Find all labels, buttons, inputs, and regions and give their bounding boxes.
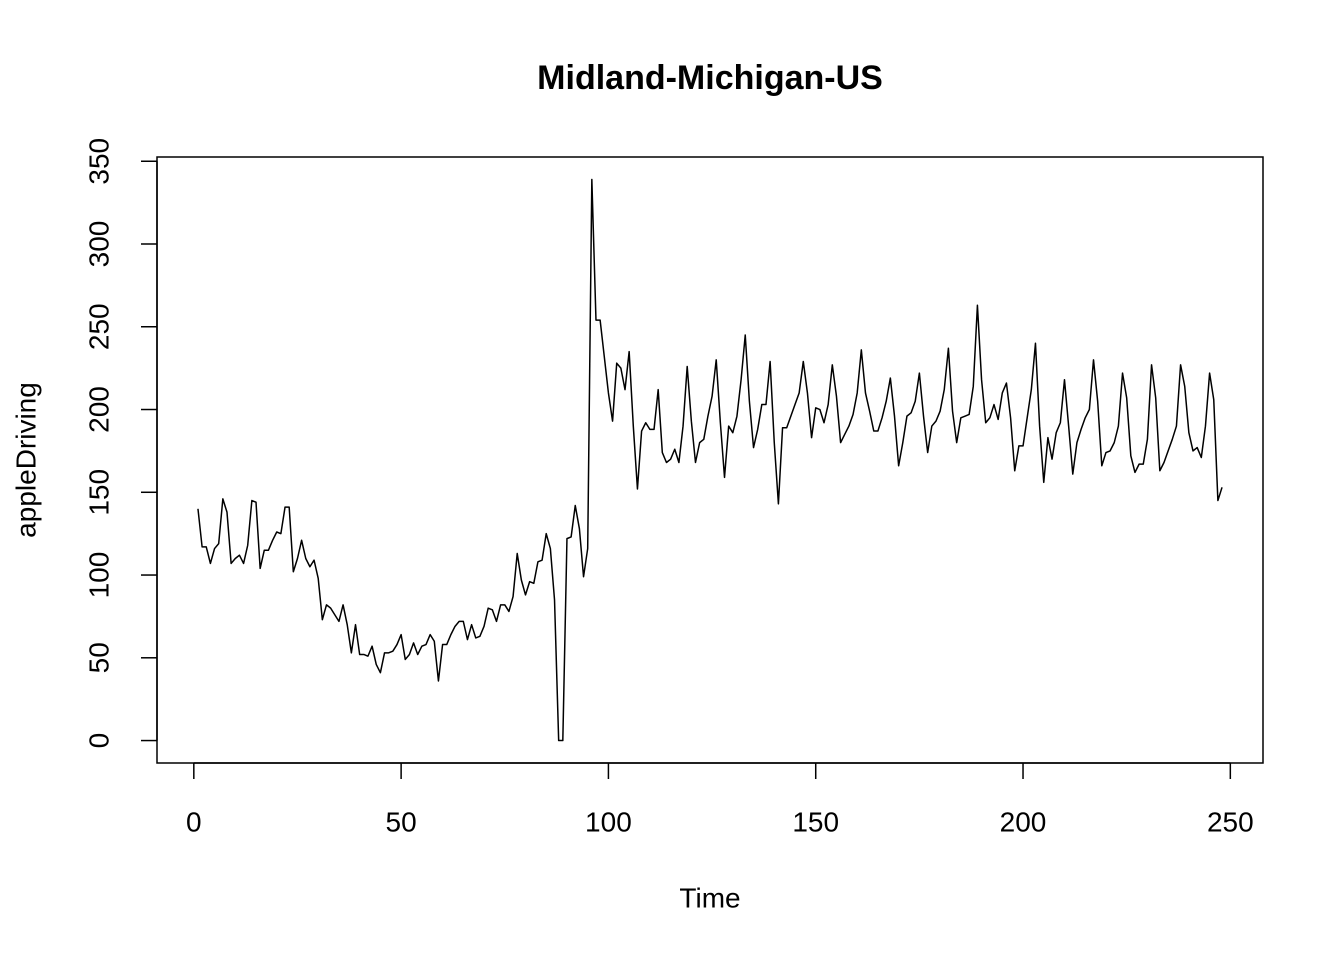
- y-tick-label: 50: [83, 642, 114, 673]
- x-axis-label: Time: [679, 882, 740, 913]
- y-tick-label: 350: [83, 138, 114, 185]
- data-line: [197, 178, 1223, 742]
- chart-title: Midland-Michigan-US: [537, 59, 883, 97]
- y-axis-label: appleDriving: [10, 382, 41, 538]
- y-tick-label: 200: [83, 386, 114, 433]
- x-tick-label: 50: [386, 806, 417, 837]
- x-tick-label: 250: [1207, 806, 1254, 837]
- x-tick-label: 100: [585, 806, 632, 837]
- y-tick-label: 0: [83, 733, 114, 749]
- y-tick-label: 250: [83, 303, 114, 350]
- y-tick-label: 150: [83, 469, 114, 516]
- y-tick-label: 300: [83, 221, 114, 268]
- y-tick-label: 100: [83, 552, 114, 599]
- plot-box: [156, 156, 1264, 764]
- x-tick-label: 150: [792, 806, 839, 837]
- x-tick-label: 0: [186, 806, 202, 837]
- x-tick-label: 200: [1000, 806, 1047, 837]
